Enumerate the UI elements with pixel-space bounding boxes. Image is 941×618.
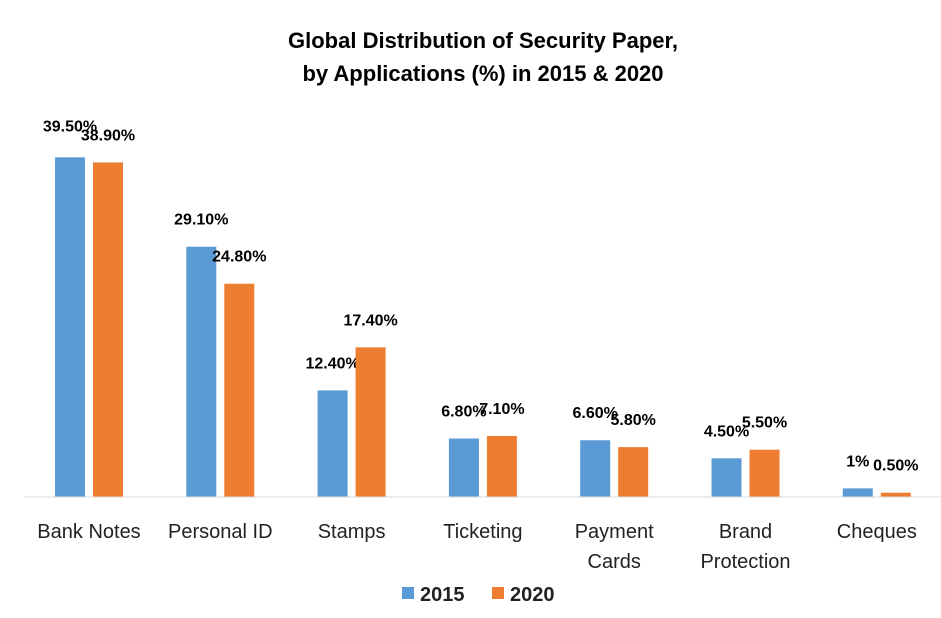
category-label: Stamps (318, 521, 386, 543)
category-label: Payment (575, 521, 654, 543)
category-label: Protection (700, 551, 790, 573)
category-label: Cards (588, 551, 641, 573)
category-label: Bank Notes (37, 521, 140, 543)
bar-2015 (317, 390, 348, 497)
category-label: Ticketing (443, 521, 522, 543)
bar-2015 (55, 157, 85, 498)
chart-title-line-2: by Applications (%) in 2015 & 2020 (302, 61, 663, 86)
chart-title-line-1: Global Distribution of Security Paper, (288, 28, 678, 53)
legend-swatch-2015 (402, 587, 414, 599)
bar-2020 (618, 447, 649, 497)
bar-2015 (448, 438, 479, 497)
category-label: Cheques (837, 521, 917, 543)
data-label: 7.10% (479, 401, 524, 418)
data-label: 0.50% (873, 458, 918, 475)
bar-2020 (93, 162, 123, 497)
legend-label-2015: 2015 (420, 584, 465, 606)
legend-swatch-2020 (492, 587, 504, 599)
data-label: 39.50% (43, 118, 97, 135)
data-label: 6.60% (573, 405, 618, 422)
data-label: 29.10% (174, 212, 228, 229)
category-label: Brand (719, 521, 772, 543)
bar-2020 (749, 449, 780, 497)
legend-label-2020: 2020 (510, 584, 555, 606)
data-label: 1% (846, 453, 869, 470)
data-label: 12.40% (305, 355, 359, 372)
bar-2015 (580, 440, 611, 497)
data-label: 6.80% (441, 404, 486, 421)
bar-2020 (486, 435, 517, 497)
data-label: 4.50% (704, 423, 749, 440)
bar-2020 (880, 492, 911, 497)
bar-2015 (842, 488, 873, 497)
data-label: 5.50% (742, 415, 787, 432)
data-label: 24.80% (212, 249, 266, 266)
category-label: Personal ID (168, 521, 273, 543)
data-label: 38.90% (81, 127, 135, 144)
bar-2015 (711, 458, 742, 497)
data-label: 17.40% (343, 312, 397, 329)
data-label: 5.80% (611, 412, 656, 429)
bar-2020 (224, 283, 255, 497)
bar-2020 (355, 347, 386, 497)
bar-2015 (186, 246, 217, 497)
